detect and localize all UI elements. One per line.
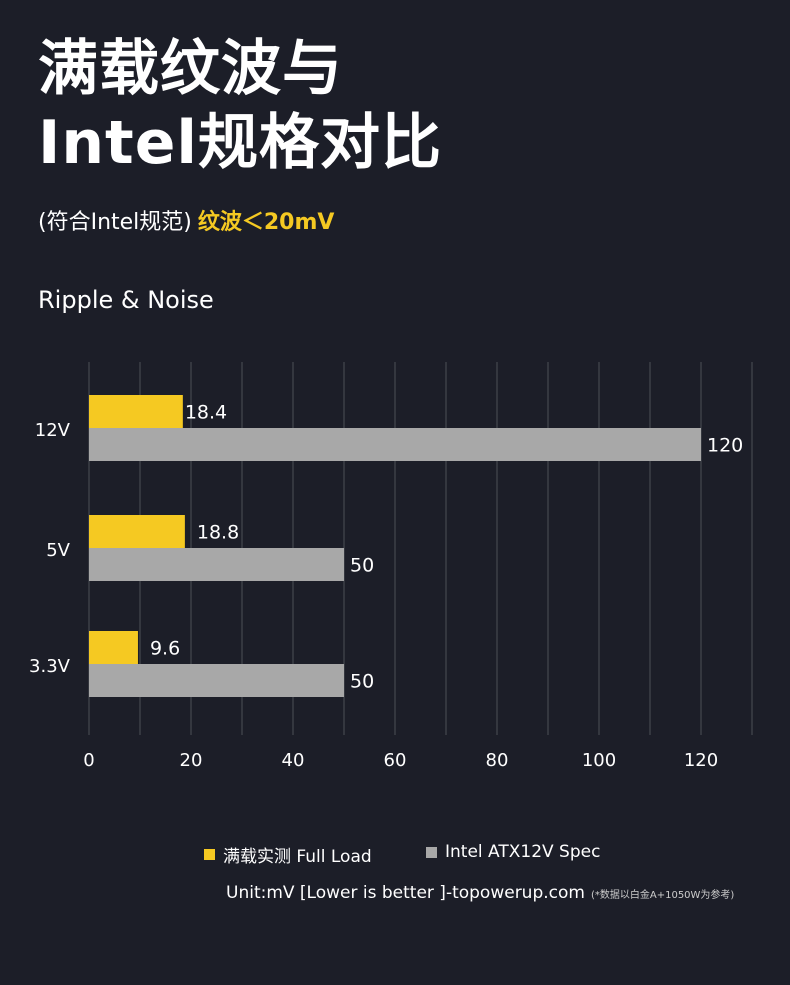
data-label: 50 (350, 555, 374, 577)
title-line-2: Intel规格对比 (38, 108, 442, 178)
y-tick-label: 3.3V (29, 656, 71, 677)
x-tick-label: 120 (684, 750, 718, 771)
bar (89, 631, 138, 664)
x-tick-label: 60 (384, 750, 407, 771)
x-tick-label: 0 (83, 750, 94, 771)
y-tick-label: 5V (46, 540, 70, 561)
legend-label: Intel ATX12V Spec (445, 842, 601, 862)
chart-title: Ripple & Noise (38, 286, 214, 314)
bar (89, 515, 185, 548)
footnote: (*数据以白金A+1050W为参考) (590, 890, 735, 901)
legend-swatch (426, 846, 437, 858)
data-label: 120 (707, 435, 743, 457)
legend-item-full-load: 满载实测 Full Load (204, 842, 372, 867)
x-tick-label: 80 (486, 750, 509, 771)
bar (89, 428, 701, 461)
x-tick-label: 100 (582, 750, 616, 771)
legend-item-spec: Intel ATX12V Spec (426, 842, 600, 862)
data-label: 9.6 (150, 638, 180, 660)
y-tick-label: 12V (35, 420, 71, 441)
x-tick-label: 20 (180, 750, 203, 771)
bar (89, 664, 344, 697)
title-line-1: 满载纹波与 (38, 34, 343, 104)
bar-chart: 0 20 40 60 80 100 120 12V 18.4 120 5V 18.8 50 3.3V 9.6… (29, 362, 753, 771)
legend-swatch (204, 849, 215, 860)
bar (89, 395, 183, 428)
unit-text: Unit:mV [Lower is better ]-topowerup.com (226, 883, 585, 903)
subtitle: (符合Intel规范) 纹波＜20mV (38, 204, 334, 236)
subtitle-text: (符合Intel规范) (38, 210, 192, 235)
legend-label: 满载实测 Full Load (223, 847, 372, 867)
data-label: 18.8 (197, 522, 239, 544)
page-title: 满载纹波与 Intel规格对比 (38, 32, 442, 180)
data-label: 18.4 (185, 402, 227, 424)
unit-note: Unit:mV [Lower is better ]-topowerup.com… (226, 883, 734, 903)
subtitle-highlight: 纹波＜20mV (197, 210, 335, 235)
bar (89, 548, 344, 581)
x-tick-label: 40 (282, 750, 305, 771)
data-label: 50 (350, 671, 374, 693)
